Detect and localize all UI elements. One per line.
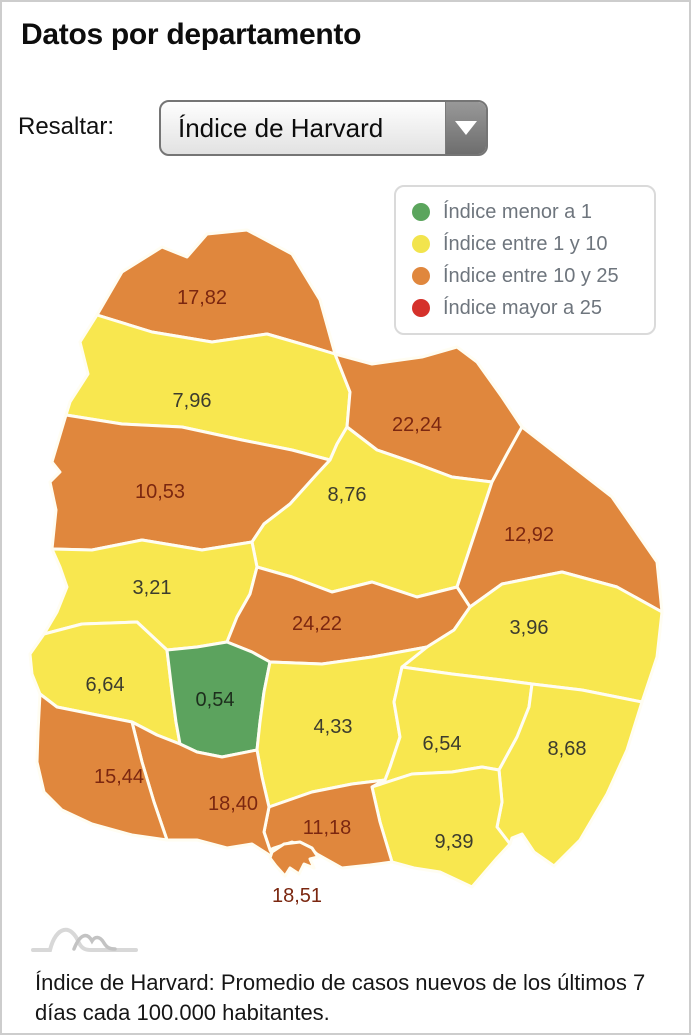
legend-yellow-dot-icon — [412, 235, 430, 253]
legend-orange-dot-icon — [412, 267, 430, 285]
region-value-label: 9,39 — [435, 831, 474, 853]
highlight-select[interactable]: Índice de Harvard — [159, 100, 488, 156]
legend-item-label: Índice entre 1 y 10 — [443, 232, 608, 255]
region-rocha[interactable] — [495, 682, 644, 868]
highlight-select-value: Índice de Harvard — [178, 112, 384, 143]
region-value-label: 8,76 — [328, 484, 367, 506]
region-value-label: 18,40 — [208, 793, 258, 815]
legend-item: Índice menor a 1 — [396, 196, 654, 228]
legend-item-label: Índice mayor a 25 — [443, 296, 602, 319]
region-value-label: 6,64 — [86, 674, 125, 696]
legend-green-dot-icon — [412, 203, 430, 221]
page-title: Datos por departamento — [21, 18, 362, 51]
map-legend: Índice menor a 1 Índice entre 1 y 10 Índ… — [394, 185, 656, 335]
region-value-label: 10,53 — [135, 481, 185, 503]
highlight-select-label: Resaltar: — [18, 113, 115, 140]
region-canelones[interactable] — [262, 778, 394, 870]
region-value-label: 15,44 — [94, 766, 144, 788]
region-colonia[interactable] — [35, 692, 169, 842]
legend-red-dot-icon — [412, 299, 430, 317]
legend-item: Índice entre 10 y 25 — [396, 260, 654, 292]
map-regions — [28, 228, 664, 889]
region-value-label: 8,68 — [548, 738, 587, 760]
region-value-label: 4,33 — [314, 716, 353, 738]
map-value-labels: 17,82 7,96 22,24 10,53 8,76 12,92 3,21 2… — [86, 287, 587, 907]
region-value-label: 6,54 — [423, 733, 462, 755]
legend-item-label: Índice entre 10 y 25 — [443, 264, 619, 287]
region-value-label: 17,82 — [177, 287, 227, 309]
curve-wave-icon — [31, 928, 138, 952]
region-value-label: 12,92 — [504, 524, 554, 546]
legend-item: Índice mayor a 25 — [396, 292, 654, 324]
dropdown-arrow-icon — [445, 102, 486, 154]
legend-item-label: Índice menor a 1 — [443, 200, 592, 223]
region-value-label: 3,21 — [133, 577, 172, 599]
region-value-label: 22,24 — [392, 414, 442, 436]
region-value-label: 18,51 — [272, 885, 322, 907]
region-value-label: 0,54 — [196, 689, 235, 711]
region-maldonado[interactable] — [370, 765, 512, 889]
region-value-label: 24,22 — [292, 613, 342, 635]
region-value-label: 11,18 — [303, 817, 352, 839]
region-montevideo[interactable] — [268, 840, 320, 878]
legend-item: Índice entre 1 y 10 — [396, 228, 654, 260]
region-value-label: 7,96 — [173, 390, 212, 412]
region-value-label: 3,96 — [510, 617, 549, 639]
harvard-index-description: Índice de Harvard: Promedio de casos nue… — [35, 970, 646, 1026]
